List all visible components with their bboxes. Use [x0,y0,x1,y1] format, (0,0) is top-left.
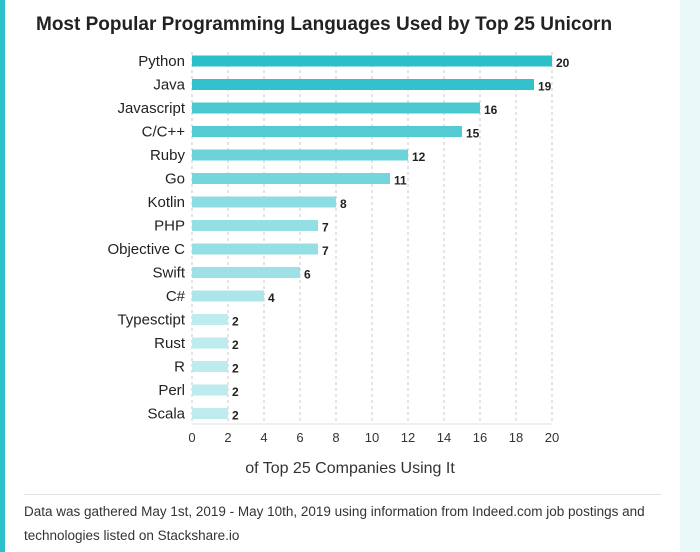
data-label: 19 [538,80,552,94]
chart-title: Most Popular Programming Languages Used … [36,14,613,35]
category-label: Go [165,171,185,188]
footnote: Data was gathered May 1st, 2019 - May 10… [24,504,645,543]
category-label: C# [166,288,186,305]
x-tick-label: 2 [224,430,231,445]
bar [192,361,228,372]
bar [192,267,300,278]
bar [192,314,228,325]
data-label: 20 [556,56,570,70]
x-tick-label: 4 [260,430,267,445]
x-tick-label: 14 [437,430,451,445]
bar [192,220,318,231]
bar [192,79,534,90]
bar [192,149,408,161]
data-label: 2 [232,385,239,399]
category-label: Perl [158,382,185,399]
category-label: Kotlin [147,194,185,211]
bar [192,408,228,419]
x-tick-label: 12 [401,430,415,445]
bar [192,55,552,67]
category-label: Python [138,53,185,70]
data-label: 2 [232,362,239,376]
data-label: 11 [394,174,407,188]
category-label: Objective C [107,241,185,258]
category-label: Scala [147,406,185,423]
data-label: 2 [232,315,239,329]
x-tick-label: 20 [545,430,559,445]
data-label: 8 [340,197,347,211]
data-label: 7 [322,244,329,258]
category-label: R [174,359,185,376]
category-label: Rust [154,335,186,352]
data-label: 7 [322,221,329,235]
x-tick-label: 16 [473,430,487,445]
x-axis-label: of Top 25 Companies Using It [245,460,455,477]
data-label: 15 [466,127,480,141]
category-label: Typesctipt [117,312,185,329]
left-accent-bar [0,0,5,552]
bar [192,102,480,114]
x-tick-label: 18 [509,430,523,445]
x-tick-label: 8 [332,430,339,445]
bar [192,126,462,137]
x-tick-label: 6 [296,430,303,445]
data-label: 2 [232,338,239,352]
data-label: 2 [232,409,239,423]
data-label: 4 [268,291,275,305]
category-label: PHP [154,218,185,235]
x-tick-label: 0 [188,430,195,445]
data-label: 6 [304,268,311,282]
bar [192,337,228,349]
right-panel [680,0,700,552]
category-label: Javascript [117,100,185,117]
bar [192,196,336,208]
divider [24,494,661,495]
data-label: 16 [484,103,498,117]
bar [192,384,228,396]
x-tick-label: 10 [365,430,379,445]
category-label: Java [153,77,185,94]
bar [192,243,318,255]
category-label: C/C++ [142,124,186,141]
bar [192,290,264,302]
data-label: 12 [412,150,426,164]
category-label: Ruby [150,147,186,164]
category-label: Swift [152,265,185,282]
bar [192,173,390,184]
